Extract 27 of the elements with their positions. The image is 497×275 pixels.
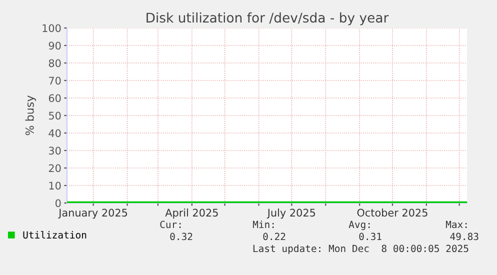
y-axis-title: % busy <box>25 96 36 136</box>
text: Max: <box>446 220 467 228</box>
y-tick-label: 100 <box>42 24 61 32</box>
text: Avg: <box>348 220 370 230</box>
chart-title: Disk utilization for /dev/sda - by year <box>146 12 389 26</box>
y-tick-label: 0 <box>56 199 61 208</box>
y-tick-label: 70 <box>49 76 61 85</box>
y-tick-label: 10 <box>49 182 61 190</box>
x-tick-label: October 2025 <box>357 208 428 217</box>
text: Cur: <box>160 220 181 228</box>
legend-label: Utilization <box>23 231 86 239</box>
y-tick-label: 50 <box>48 112 61 120</box>
x-tick-label: January 2025 <box>58 208 128 219</box>
x-tick-label: July 2025 <box>266 208 316 219</box>
text: 0.22 <box>263 232 286 240</box>
y-tick-label: 90 <box>48 42 61 50</box>
text: 0.32 <box>170 232 192 240</box>
text: 49.83 <box>450 232 478 240</box>
y-tick-label: 20 <box>48 164 61 172</box>
x-tick-label: April 2025 <box>165 208 218 219</box>
y-tick-label: 40 <box>48 129 61 138</box>
text: Last update: Mon Dec 8 00:00:05 2025 <box>253 244 468 254</box>
y-tick-label: 30 <box>48 146 61 155</box>
text: Min: <box>252 220 274 228</box>
y-tick-label: 80 <box>48 59 61 68</box>
text: 0.31 <box>359 232 382 240</box>
y-tick-label: 60 <box>48 94 61 102</box>
